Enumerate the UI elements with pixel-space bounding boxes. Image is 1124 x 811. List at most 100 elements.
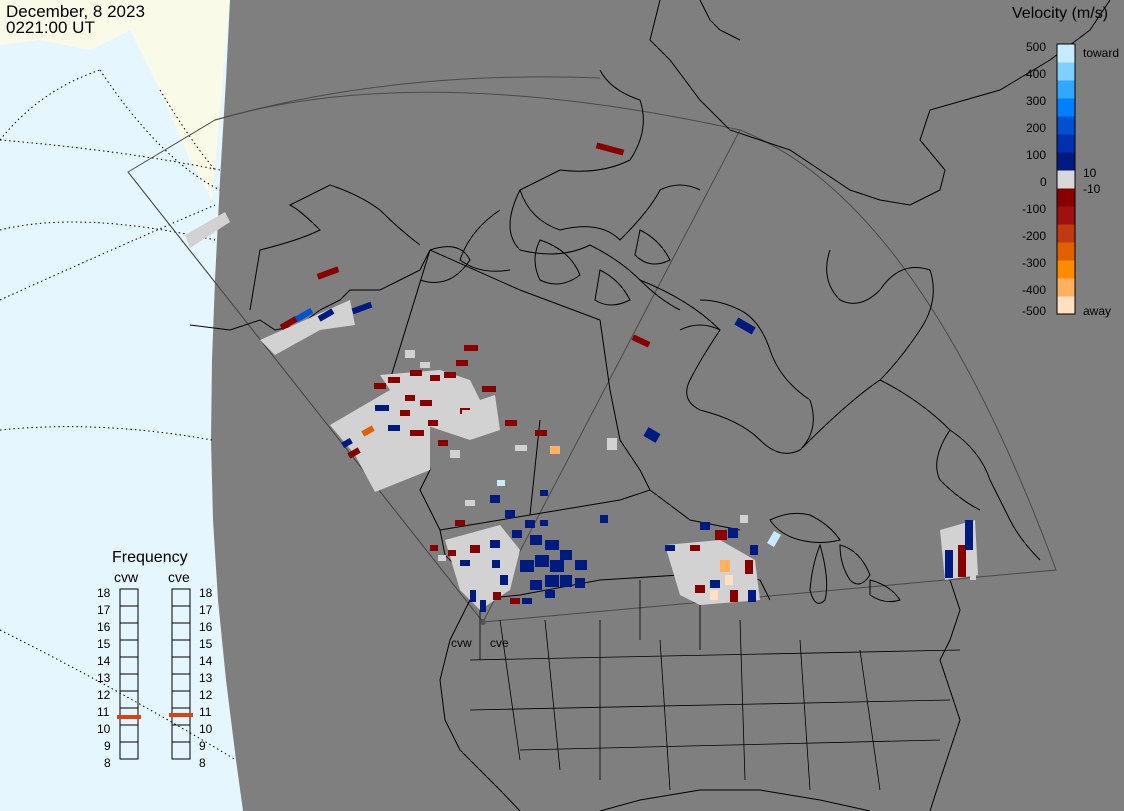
colorbar-border (1056, 43, 1076, 315)
echo-cell (464, 345, 478, 351)
frequency-scale-left: 14 (97, 654, 111, 668)
velocity-tick-label: 300 (1026, 94, 1047, 108)
echo-cell (279, 315, 299, 331)
colorbar-segment (1057, 44, 1075, 63)
echo-cell (540, 520, 548, 526)
echo-cell (470, 545, 480, 553)
colorbar-segment (1057, 242, 1075, 261)
echo-cell (595, 142, 625, 156)
velocity-tick-label: 100 (1026, 148, 1047, 162)
echo-cell (430, 545, 438, 551)
velocity-tick-label: -10 (1083, 182, 1101, 196)
velocity-legend-title: Velocity (m/s) (1012, 5, 1109, 22)
echo-cell (497, 480, 505, 486)
echo-cell (560, 575, 572, 587)
colorbar-segment (1057, 152, 1075, 171)
frequency-label-cvw: cvw (114, 569, 139, 585)
echo-cell (735, 555, 745, 565)
colorbar-segment (1057, 188, 1075, 207)
echo-cell (740, 515, 748, 523)
echo-cell (750, 545, 758, 555)
echo-cell (428, 420, 438, 426)
echo-cell (430, 375, 440, 381)
velocity-tick-label: 10 (1083, 166, 1097, 180)
frequency-title: Frequency (112, 549, 188, 566)
echo-cell (456, 360, 468, 366)
echo-cell (420, 400, 432, 406)
echo-cell (505, 420, 517, 426)
frequency-scale-right: 14 (199, 654, 213, 668)
frequency-scale-right: 16 (199, 620, 213, 634)
fields-of-view (127, 76, 1057, 623)
echo-cell (400, 410, 410, 416)
frequency-scale-right: 15 (199, 637, 213, 651)
echo-cell (490, 540, 500, 548)
echo-cell (550, 560, 564, 572)
echo-cell (631, 334, 651, 348)
echo-cell (715, 530, 727, 540)
echo-cell (525, 520, 535, 528)
colorbar-segment (1057, 278, 1075, 297)
velocity-colorbar (1056, 43, 1076, 315)
echo-cell (316, 266, 340, 280)
echo-cell (462, 410, 472, 416)
echo-cell (545, 540, 559, 550)
colorbar-segment (1057, 170, 1075, 189)
echo-cell (351, 301, 373, 315)
echo-cell (361, 425, 375, 437)
echo-cell (375, 405, 389, 411)
echo-cell (410, 370, 422, 376)
echo-cell (700, 522, 710, 530)
frequency-scale-left: 12 (97, 688, 111, 702)
echo-cell (450, 450, 460, 458)
echo-cell (730, 590, 738, 602)
velocity-tick-label: -400 (1022, 283, 1047, 297)
echo-cell (485, 580, 493, 590)
echo-cell (725, 575, 733, 585)
echo-cell (455, 520, 465, 526)
echo-cell (690, 545, 700, 551)
echo-cell (347, 447, 361, 459)
colorbar-segment (1057, 116, 1075, 135)
echo-cell (710, 590, 718, 600)
echo-cell (748, 590, 756, 602)
frequency-scale-right: 11 (199, 705, 212, 719)
velocity-tick-label: -200 (1022, 229, 1047, 243)
echo-cell (607, 438, 617, 450)
echo-cell (400, 380, 412, 386)
echo-cell (455, 540, 465, 546)
grid-lines (0, 69, 237, 761)
time-title: 0221:00 UT (6, 18, 95, 37)
echo-cell (480, 600, 486, 612)
echo-cell (438, 440, 448, 446)
echo-cell (317, 308, 335, 322)
frequency-scale-right: 18 (199, 586, 213, 600)
frequency-scale-left: 11 (97, 705, 110, 719)
radar-label-cve: cve (490, 636, 509, 650)
echo-cell (945, 550, 953, 578)
colorbar-segment (1057, 260, 1075, 279)
echo-cell (500, 575, 508, 585)
echo-cell (965, 520, 973, 550)
echo-region (185, 212, 230, 248)
echo-cell (530, 580, 542, 590)
echo-cell (575, 578, 585, 588)
frequency-scale-right: 10 (199, 722, 213, 736)
echo-cell (294, 307, 314, 323)
radar-label-cvw: cvw (451, 636, 472, 650)
colorbar-segment (1057, 224, 1075, 243)
echo-cell (510, 598, 520, 604)
echo-cell (675, 560, 683, 566)
velocity-tick-label: -500 (1022, 304, 1047, 318)
frequency-scale-right: 13 (199, 671, 213, 685)
echo-cell (720, 560, 730, 572)
echo-cell (734, 317, 756, 335)
echo-cell (530, 535, 542, 545)
echo-cell (374, 383, 386, 389)
echo-cell (448, 550, 456, 556)
echo-cell (767, 530, 781, 548)
echo-cell (643, 427, 661, 443)
echo-cell (695, 585, 705, 593)
velocity-tick-label: 500 (1026, 40, 1047, 54)
